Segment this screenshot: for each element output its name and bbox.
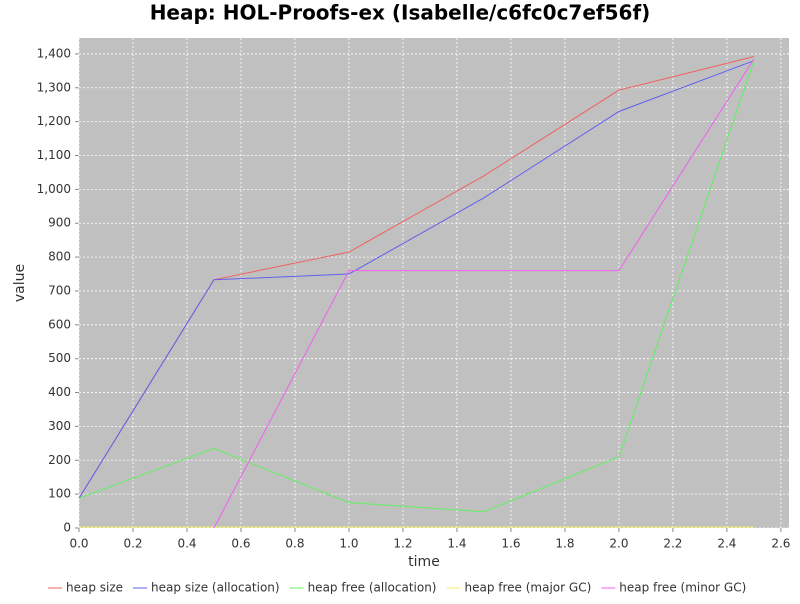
- legend-label: heap size: [66, 581, 123, 595]
- x-tick-label: 2.6: [771, 537, 790, 551]
- y-tick-label: 1,300: [37, 80, 71, 94]
- y-tick-label: 0: [63, 521, 71, 535]
- x-tick-label: 1.2: [393, 537, 412, 551]
- x-tick-label: 0.2: [123, 537, 142, 551]
- y-tick-label: 400: [48, 385, 71, 399]
- y-tick-label: 1,000: [37, 182, 71, 196]
- x-tick-label: 2.4: [717, 537, 736, 551]
- y-tick-label: 600: [48, 317, 71, 331]
- plot-area: [79, 38, 789, 528]
- y-tick-label: 1,100: [37, 148, 71, 162]
- y-tick-label: 1,200: [37, 114, 71, 128]
- x-tick-label: 0.8: [285, 537, 304, 551]
- x-tick-label: 0.6: [231, 537, 250, 551]
- x-axis-label: time: [408, 554, 440, 570]
- chart-title: Heap: HOL-Proofs-ex (Isabelle/c6fc0c7ef5…: [150, 1, 651, 25]
- legend-label: heap free (allocation): [308, 581, 437, 595]
- x-tick-label: 2.2: [663, 537, 682, 551]
- series-line: [78, 60, 755, 499]
- y-tick-label: 300: [48, 419, 71, 433]
- legend-label: heap size (allocation): [151, 581, 280, 595]
- y-tick-label: 100: [48, 487, 71, 501]
- y-tick-label: 700: [48, 283, 71, 297]
- y-tick-label: 900: [48, 216, 71, 230]
- x-tick-label: 1.0: [339, 537, 358, 551]
- y-tick-label: 500: [48, 351, 71, 365]
- y-tick-label: 200: [48, 453, 71, 467]
- y-axis-label: value: [12, 264, 28, 302]
- x-tick-label: 0.0: [69, 537, 88, 551]
- x-tick-label: 0.4: [177, 537, 196, 551]
- x-tick-label: 2.0: [609, 537, 628, 551]
- legend-label: heap free (minor GC): [619, 581, 746, 595]
- x-tick-label: 1.6: [501, 537, 520, 551]
- y-tick-label: 1,400: [37, 46, 71, 60]
- x-tick-label: 1.4: [447, 537, 466, 551]
- y-tick-label: 800: [48, 250, 71, 264]
- series-line: [78, 60, 755, 513]
- legend-label: heap free (major GC): [465, 581, 592, 595]
- x-tick-label: 1.8: [555, 537, 574, 551]
- series-line: [213, 58, 755, 529]
